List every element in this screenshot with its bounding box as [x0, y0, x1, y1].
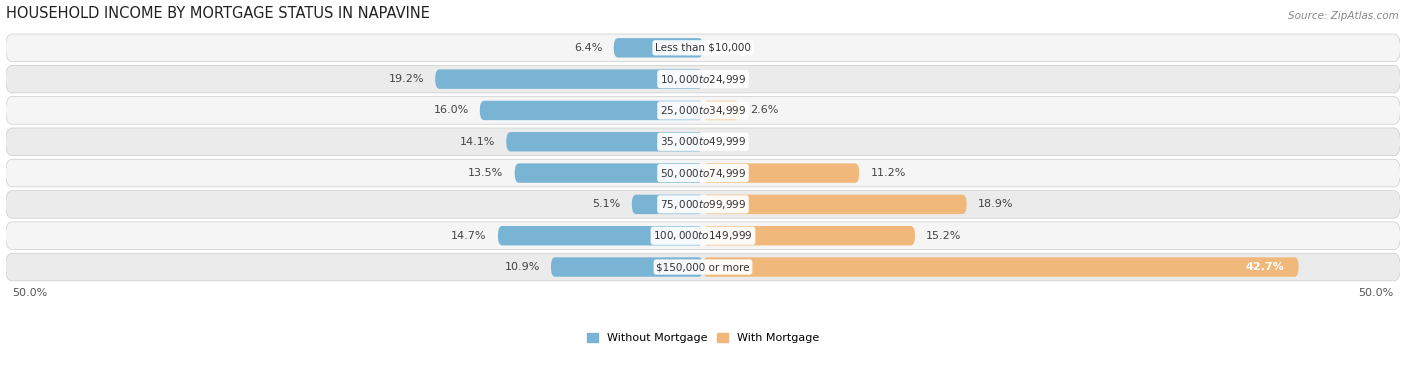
Text: $75,000 to $99,999: $75,000 to $99,999 [659, 198, 747, 211]
Text: HOUSEHOLD INCOME BY MORTGAGE STATUS IN NAPAVINE: HOUSEHOLD INCOME BY MORTGAGE STATUS IN N… [6, 6, 429, 21]
Legend: Without Mortgage, With Mortgage: Without Mortgage, With Mortgage [588, 333, 818, 343]
Text: $50,000 to $74,999: $50,000 to $74,999 [659, 167, 747, 179]
Text: $150,000 or more: $150,000 or more [657, 262, 749, 272]
FancyBboxPatch shape [6, 128, 1400, 156]
Text: 11.2%: 11.2% [870, 168, 905, 178]
Text: 5.1%: 5.1% [592, 199, 620, 209]
Text: $100,000 to $149,999: $100,000 to $149,999 [654, 229, 752, 242]
Text: 6.4%: 6.4% [574, 43, 603, 53]
Text: 42.7%: 42.7% [1246, 262, 1285, 272]
FancyBboxPatch shape [703, 257, 1299, 277]
FancyBboxPatch shape [506, 132, 703, 152]
FancyBboxPatch shape [515, 163, 703, 183]
FancyBboxPatch shape [551, 257, 703, 277]
FancyBboxPatch shape [703, 101, 740, 120]
Text: $25,000 to $34,999: $25,000 to $34,999 [659, 104, 747, 117]
Text: Less than $10,000: Less than $10,000 [655, 43, 751, 53]
FancyBboxPatch shape [498, 226, 703, 245]
Text: 10.9%: 10.9% [505, 262, 540, 272]
FancyBboxPatch shape [436, 69, 703, 89]
Text: 50.0%: 50.0% [1358, 288, 1393, 298]
Text: 14.1%: 14.1% [460, 137, 495, 147]
Text: 50.0%: 50.0% [13, 288, 48, 298]
FancyBboxPatch shape [479, 101, 703, 120]
Text: 15.2%: 15.2% [927, 231, 962, 241]
FancyBboxPatch shape [6, 65, 1400, 93]
FancyBboxPatch shape [6, 191, 1400, 218]
FancyBboxPatch shape [614, 38, 703, 58]
FancyBboxPatch shape [703, 226, 915, 245]
Text: $10,000 to $24,999: $10,000 to $24,999 [659, 73, 747, 86]
Text: 2.6%: 2.6% [751, 106, 779, 115]
FancyBboxPatch shape [6, 222, 1400, 250]
Text: 13.5%: 13.5% [468, 168, 503, 178]
FancyBboxPatch shape [6, 34, 1400, 61]
FancyBboxPatch shape [6, 253, 1400, 281]
FancyBboxPatch shape [631, 195, 703, 214]
Text: 18.9%: 18.9% [977, 199, 1014, 209]
FancyBboxPatch shape [6, 159, 1400, 187]
Text: $35,000 to $49,999: $35,000 to $49,999 [659, 135, 747, 148]
FancyBboxPatch shape [703, 195, 967, 214]
Text: 16.0%: 16.0% [433, 106, 468, 115]
Text: 19.2%: 19.2% [388, 74, 425, 84]
Text: Source: ZipAtlas.com: Source: ZipAtlas.com [1288, 11, 1399, 21]
FancyBboxPatch shape [6, 97, 1400, 124]
FancyBboxPatch shape [703, 163, 859, 183]
Text: 14.7%: 14.7% [451, 231, 486, 241]
